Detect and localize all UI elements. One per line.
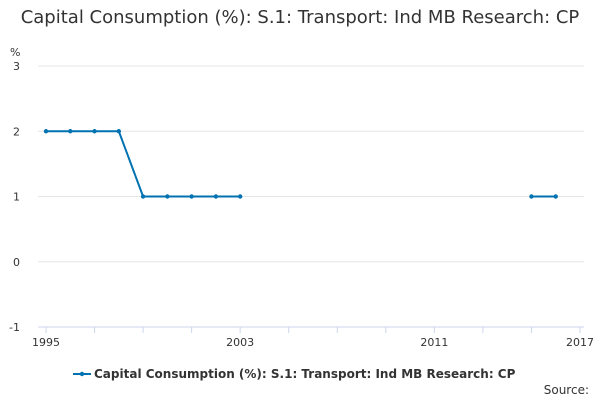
x-tick-label: 2011 bbox=[420, 336, 448, 349]
data-point[interactable] bbox=[189, 194, 194, 199]
y-axis-unit-label: % bbox=[10, 46, 20, 59]
x-tick-label: 2003 bbox=[226, 336, 254, 349]
legend[interactable]: Capital Consumption (%): S.1: Transport:… bbox=[73, 367, 516, 381]
data-series bbox=[43, 129, 558, 199]
data-point[interactable] bbox=[68, 129, 73, 134]
x-axis: 1995 2003 2011 2017 bbox=[32, 326, 594, 349]
y-tick-label: -1 bbox=[9, 321, 20, 334]
grid-lines bbox=[38, 65, 584, 263]
x-tick-label: 2017 bbox=[566, 336, 594, 349]
chart-title: Capital Consumption (%): S.1: Transport:… bbox=[20, 7, 580, 28]
y-tick-label: 1 bbox=[13, 191, 20, 204]
legend-marker-icon bbox=[79, 371, 85, 377]
legend-label: Capital Consumption (%): S.1: Transport:… bbox=[94, 367, 516, 381]
data-point[interactable] bbox=[553, 194, 558, 199]
data-point[interactable] bbox=[237, 194, 243, 199]
source-label[interactable]: Source: bbox=[544, 383, 589, 397]
data-point[interactable] bbox=[529, 194, 534, 199]
y-axis-ticks: -1 0 1 2 3 bbox=[9, 60, 20, 334]
x-tick-label: 1995 bbox=[32, 336, 60, 349]
data-point[interactable] bbox=[43, 129, 49, 134]
data-point[interactable] bbox=[140, 194, 146, 199]
series-line bbox=[46, 130, 241, 198]
data-point[interactable] bbox=[116, 129, 122, 134]
data-point[interactable] bbox=[165, 194, 170, 199]
data-point[interactable] bbox=[213, 194, 219, 199]
y-tick-label: 0 bbox=[13, 256, 20, 269]
data-point[interactable] bbox=[92, 129, 97, 134]
y-tick-label: 2 bbox=[13, 125, 20, 138]
y-tick-label: 3 bbox=[13, 60, 20, 73]
